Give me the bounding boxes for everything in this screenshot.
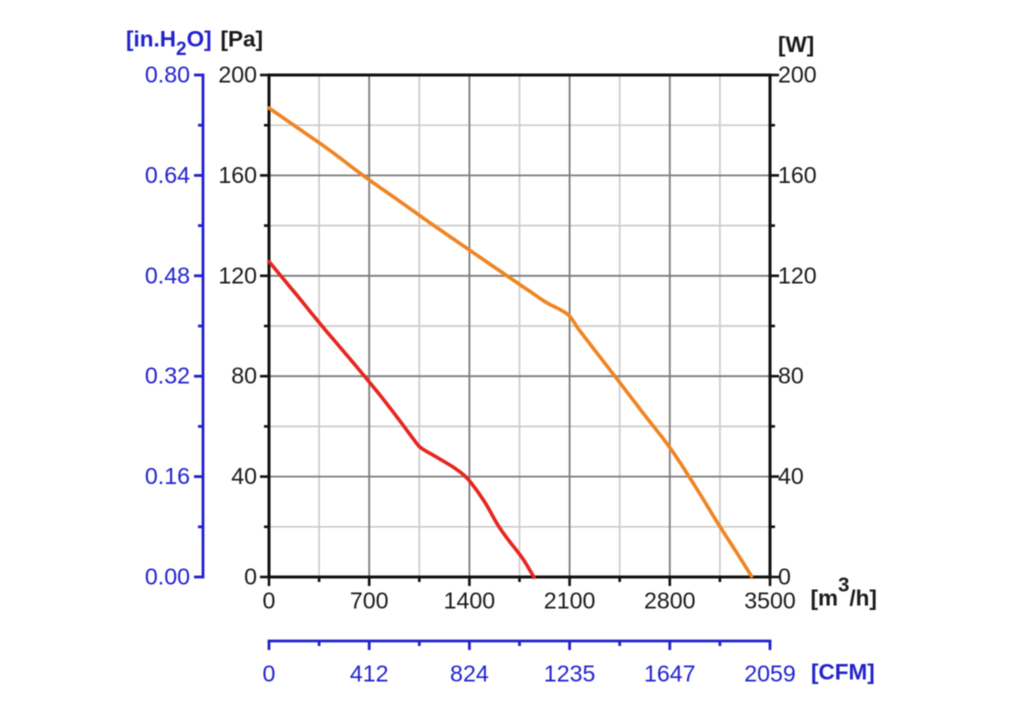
svg-text:0.64: 0.64 xyxy=(145,162,190,188)
svg-text:0: 0 xyxy=(778,564,791,590)
svg-text:40: 40 xyxy=(231,463,257,489)
svg-text:0.32: 0.32 xyxy=(145,363,190,389)
svg-text:0: 0 xyxy=(263,588,276,614)
svg-text:0.48: 0.48 xyxy=(145,262,190,288)
svg-text:1235: 1235 xyxy=(544,660,596,686)
svg-text:200: 200 xyxy=(218,62,257,88)
svg-text:0: 0 xyxy=(263,660,276,686)
svg-text:0: 0 xyxy=(244,564,257,590)
svg-text:40: 40 xyxy=(778,463,804,489)
svg-text:2800: 2800 xyxy=(644,588,696,614)
svg-text:1400: 1400 xyxy=(444,588,496,614)
svg-text:[CFM]: [CFM] xyxy=(811,660,875,685)
svg-text:80: 80 xyxy=(778,363,804,389)
svg-text:0.00: 0.00 xyxy=(145,564,190,590)
svg-text:200: 200 xyxy=(778,62,817,88)
svg-text:824: 824 xyxy=(450,660,489,686)
svg-text:160: 160 xyxy=(778,162,817,188)
svg-text:[Pa]: [Pa] xyxy=(221,27,264,52)
svg-text:160: 160 xyxy=(218,162,257,188)
svg-text:0.16: 0.16 xyxy=(145,463,190,489)
svg-text:3500: 3500 xyxy=(744,588,796,614)
svg-text:700: 700 xyxy=(350,588,389,614)
svg-text:120: 120 xyxy=(778,262,817,288)
svg-text:[m3/h]: [m3/h] xyxy=(811,574,877,611)
svg-text:80: 80 xyxy=(231,363,257,389)
svg-text:120: 120 xyxy=(218,262,257,288)
svg-text:1647: 1647 xyxy=(644,660,696,686)
svg-text:412: 412 xyxy=(350,660,389,686)
svg-text:[W]: [W] xyxy=(778,32,814,57)
svg-text:0.80: 0.80 xyxy=(145,62,190,88)
svg-text:[in.H2O]: [in.H2O] xyxy=(126,27,212,61)
svg-text:2100: 2100 xyxy=(544,588,596,614)
svg-text:2059: 2059 xyxy=(744,660,796,686)
